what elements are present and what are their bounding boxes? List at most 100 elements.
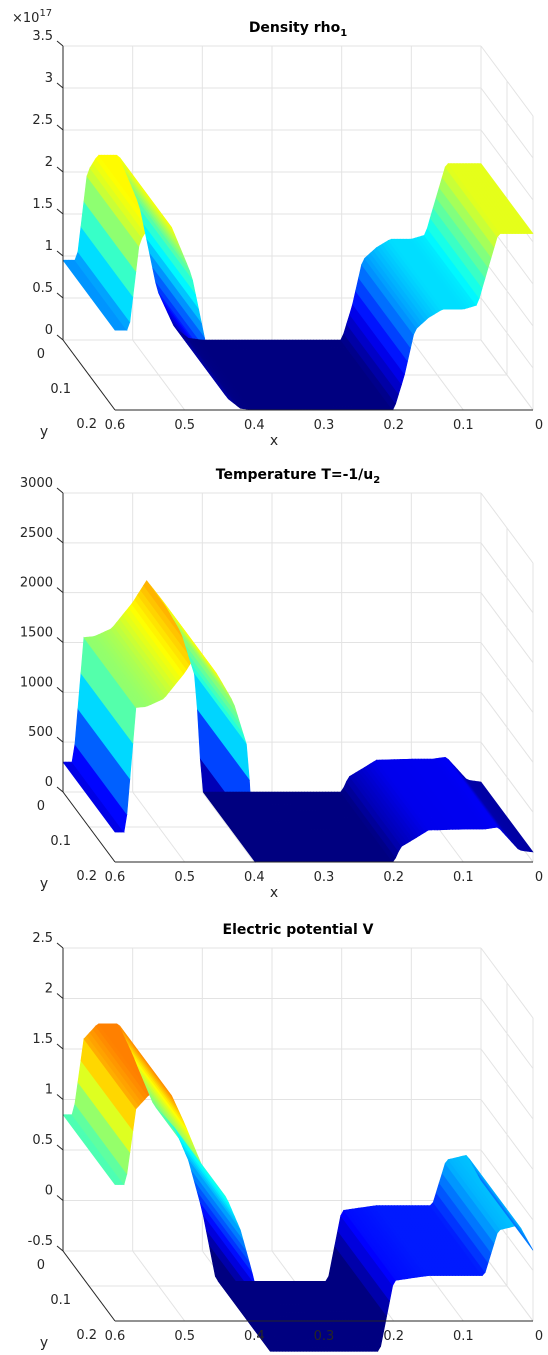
y-tick-label: 0	[37, 799, 45, 814]
z-tick-label: 2.5	[32, 931, 53, 946]
x-tick-label: 0.5	[174, 870, 195, 885]
z-tick-label: 0.5	[32, 281, 53, 296]
z-tick	[56, 1144, 64, 1151]
z-tick	[56, 40, 64, 47]
z-tick-label: 1	[45, 1083, 53, 1098]
z-tick-label: 1500	[20, 626, 53, 641]
z-tick-label: 2.5	[32, 113, 53, 128]
z-tick-label: 1.5	[32, 1032, 53, 1047]
chart-title: Temperature T=-1/u2	[216, 467, 381, 486]
surface-patch	[477, 781, 534, 853]
z-tick-label: 1.5	[32, 197, 53, 212]
y-tick-label: 0.1	[50, 834, 71, 849]
surface	[62, 1023, 534, 1352]
z-tick	[56, 637, 64, 643]
z-tick-label: 2000	[20, 576, 53, 591]
z-tick-label: 500	[28, 725, 53, 740]
panel-3: -0.5 0 0.5 1 1.5 2 2.5 0 0.1 0.2 0.6 0.5 0.4 0.3 0.2 0.…	[28, 922, 543, 1352]
z-tick	[56, 166, 64, 173]
x-tick-label: 0.2	[383, 870, 404, 885]
y-tick-label: 0.1	[50, 1293, 71, 1308]
chart-title: Electric potential V	[223, 922, 374, 938]
z-tick-label: 0	[45, 323, 53, 338]
z-tick-label: 3	[45, 71, 53, 86]
z-tick	[56, 208, 64, 215]
y-axis-line	[62, 339, 116, 411]
z-tick-label: 1	[45, 239, 53, 254]
x-tick-label: 0.5	[174, 1329, 195, 1344]
exponent-label: ×1017	[12, 8, 52, 26]
y-axis-label: y	[40, 876, 48, 892]
z-tick	[56, 1195, 64, 1201]
z-tick	[56, 124, 64, 131]
z-tick-label: 0	[45, 775, 53, 790]
chart-title-text: Electric potential V	[223, 922, 374, 938]
z-tick-label: 3.5	[32, 29, 53, 44]
z-tick-label: -0.5	[28, 1234, 53, 1249]
z-tick	[56, 1043, 64, 1050]
z-tick-label: 2	[45, 155, 53, 170]
y-tick-label: 0.2	[76, 417, 97, 432]
y-axis-label: y	[40, 424, 48, 440]
z-tick-label: 2500	[20, 526, 53, 541]
x-tick-label: 0	[535, 870, 543, 885]
x-tick-label: 0.3	[314, 870, 335, 885]
surface	[62, 580, 534, 864]
z-tick	[56, 537, 64, 544]
x-tick-label: 0.6	[105, 1329, 126, 1344]
chart-title-subscript: 2	[373, 475, 380, 486]
z-tick	[56, 993, 64, 999]
z-tick	[56, 786, 64, 793]
z-tick	[56, 942, 64, 949]
z-tick	[56, 1245, 64, 1252]
z-tick	[56, 82, 64, 89]
x-tick-label: 0.3	[314, 1329, 335, 1344]
x-tick-label: 0.6	[105, 870, 126, 885]
chart-title: Density rho1	[249, 20, 347, 39]
surface	[62, 154, 534, 411]
z-tick	[56, 334, 64, 341]
x-tick-label: 0.4	[244, 870, 265, 885]
z-tick	[56, 292, 64, 299]
chart-title-text: Temperature T=-1/u	[216, 467, 374, 483]
z-tick-label: 0	[45, 1184, 53, 1199]
z-tick	[56, 587, 64, 594]
z-tick-label: 0.5	[32, 1133, 53, 1148]
x-tick-label: 0.1	[453, 418, 474, 433]
z-tick	[56, 686, 64, 693]
x-tick-label: 0.4	[244, 418, 265, 433]
y-tick-label: 0.1	[50, 382, 71, 397]
x-axis-label: x	[270, 885, 278, 901]
x-tick-label: 0.1	[453, 870, 474, 885]
x-tick-label: 0	[535, 1329, 543, 1344]
x-tick-label: 0.6	[105, 418, 126, 433]
x-tick-label: 0.3	[314, 418, 335, 433]
x-tick-label: 0.1	[453, 1329, 474, 1344]
x-tick-label: 0.2	[383, 418, 404, 433]
panel-1: 0 0.5 1 1.5 2 2.5 3 3.5 0 0.1 0.2 0.6 0.5 0.4 0.3 0.2 0.…	[12, 8, 543, 449]
exponent-power: 17	[39, 8, 52, 19]
y-tick-label: 0.2	[76, 869, 97, 884]
z-tick-label: 3000	[20, 476, 53, 491]
y-axis-line	[62, 791, 116, 863]
panel-2: 0 500 1000 1500 2000 2500 3000 0 0.1 0.2 0.6 0.5 0.4…	[20, 467, 543, 901]
y-axis-line	[62, 1250, 116, 1322]
z-tick	[56, 736, 64, 743]
y-tick-label: 0	[37, 347, 45, 362]
y-tick-label: 0	[37, 1258, 45, 1273]
z-tick	[56, 250, 64, 257]
y-axis-label: y	[40, 1335, 48, 1351]
surface-patch	[477, 163, 534, 234]
x-tick-label: 0.2	[383, 1329, 404, 1344]
exponent-base: ×10	[12, 11, 39, 26]
x-axis-label: x	[270, 433, 278, 449]
x-tick-label: 0	[535, 418, 543, 433]
x-tick-label: 0.5	[174, 418, 195, 433]
surface-patch	[477, 1174, 534, 1251]
chart-title-text: Density rho	[249, 20, 341, 36]
x-tick-label: 0.4	[244, 1329, 265, 1344]
z-tick	[56, 487, 64, 494]
chart-title-subscript: 1	[340, 28, 347, 39]
